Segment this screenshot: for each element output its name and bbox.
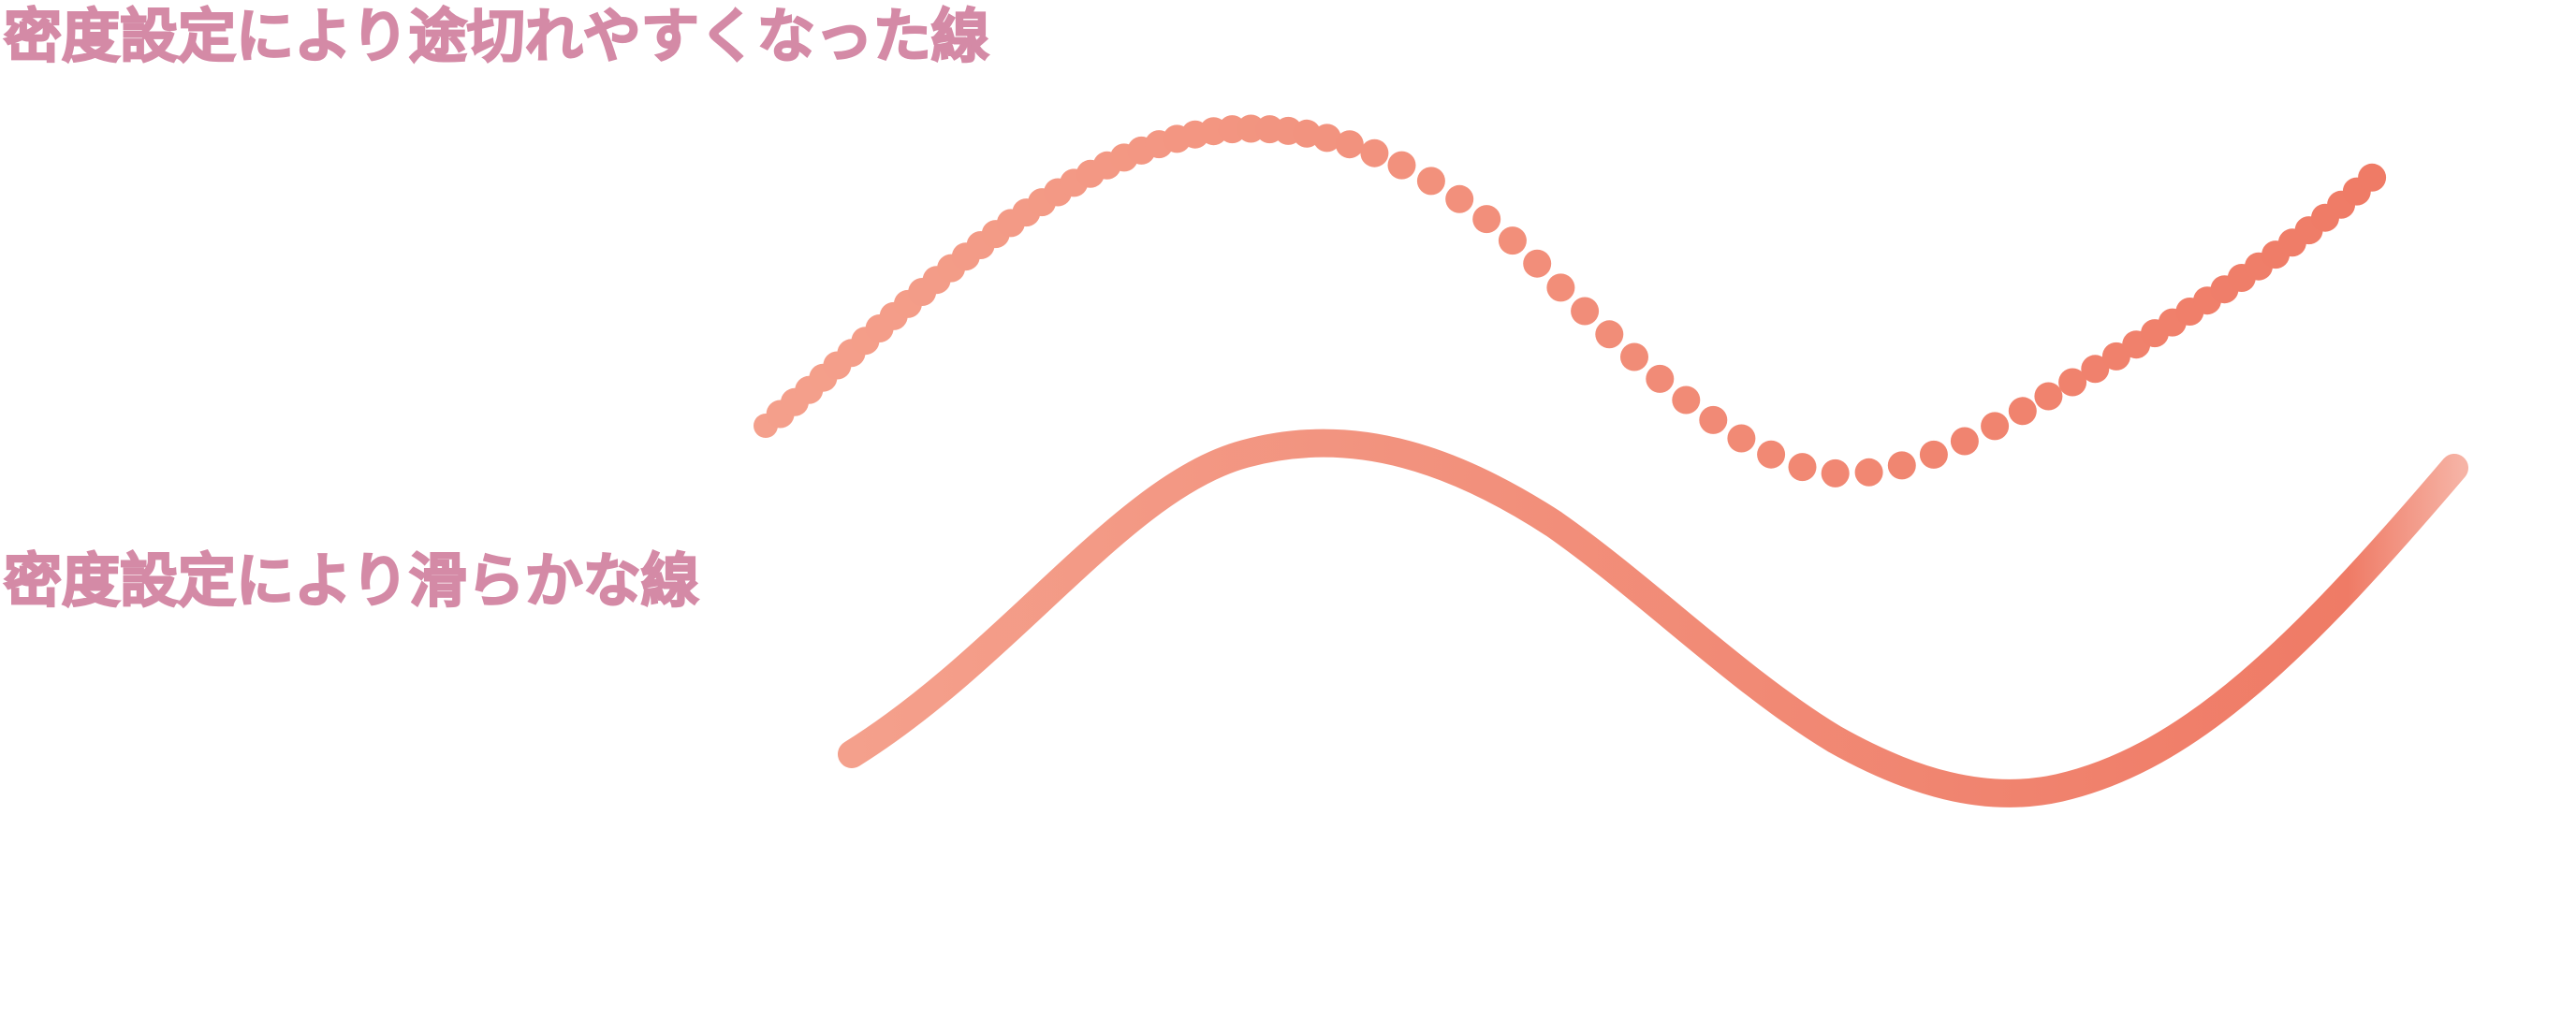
stroke-dot xyxy=(2008,397,2037,426)
stroke-dot xyxy=(2358,163,2387,192)
dotted-stroke xyxy=(754,114,2387,487)
stroke-dot xyxy=(1950,427,1979,456)
stroke-dot xyxy=(1620,342,1648,371)
stroke-dot xyxy=(2081,355,2110,384)
stroke-dot xyxy=(1498,226,1527,255)
stroke-dot xyxy=(1646,364,1675,393)
stroke-dot xyxy=(1312,124,1341,153)
stroke-dot xyxy=(1360,138,1389,167)
stroke-dot xyxy=(1595,320,1624,349)
stroke-dot xyxy=(1416,167,1445,196)
caption-dotted-line: 密度設定により途切れやすくなった線 xyxy=(3,2,990,70)
stroke-dot xyxy=(1727,424,1756,453)
stroke-dot xyxy=(1387,151,1416,180)
stroke-dot xyxy=(2034,382,2063,411)
stroke-dot xyxy=(1672,386,1701,415)
stroke-dot xyxy=(1788,453,1817,482)
stroke-dot xyxy=(1757,440,1786,469)
caption-smooth-line: 密度設定により滑らかな線 xyxy=(3,546,700,615)
stroke-dot xyxy=(1699,405,1728,434)
smooth-stroke xyxy=(838,429,2468,807)
stroke-dot xyxy=(1472,205,1501,234)
stroke-dot xyxy=(1854,458,1883,487)
stroke-dot xyxy=(1335,130,1364,159)
stroke-dot xyxy=(1887,451,1916,480)
stroke-dot xyxy=(2058,368,2087,397)
stroke-dot xyxy=(1919,440,1948,469)
stroke-dot xyxy=(1445,184,1474,213)
stroke-dot xyxy=(1981,412,2010,441)
stroke-dot xyxy=(1571,297,1600,326)
stroke-dot xyxy=(1821,458,1850,487)
stroke-dot xyxy=(1546,273,1575,302)
stroke-dot xyxy=(1523,249,1552,278)
